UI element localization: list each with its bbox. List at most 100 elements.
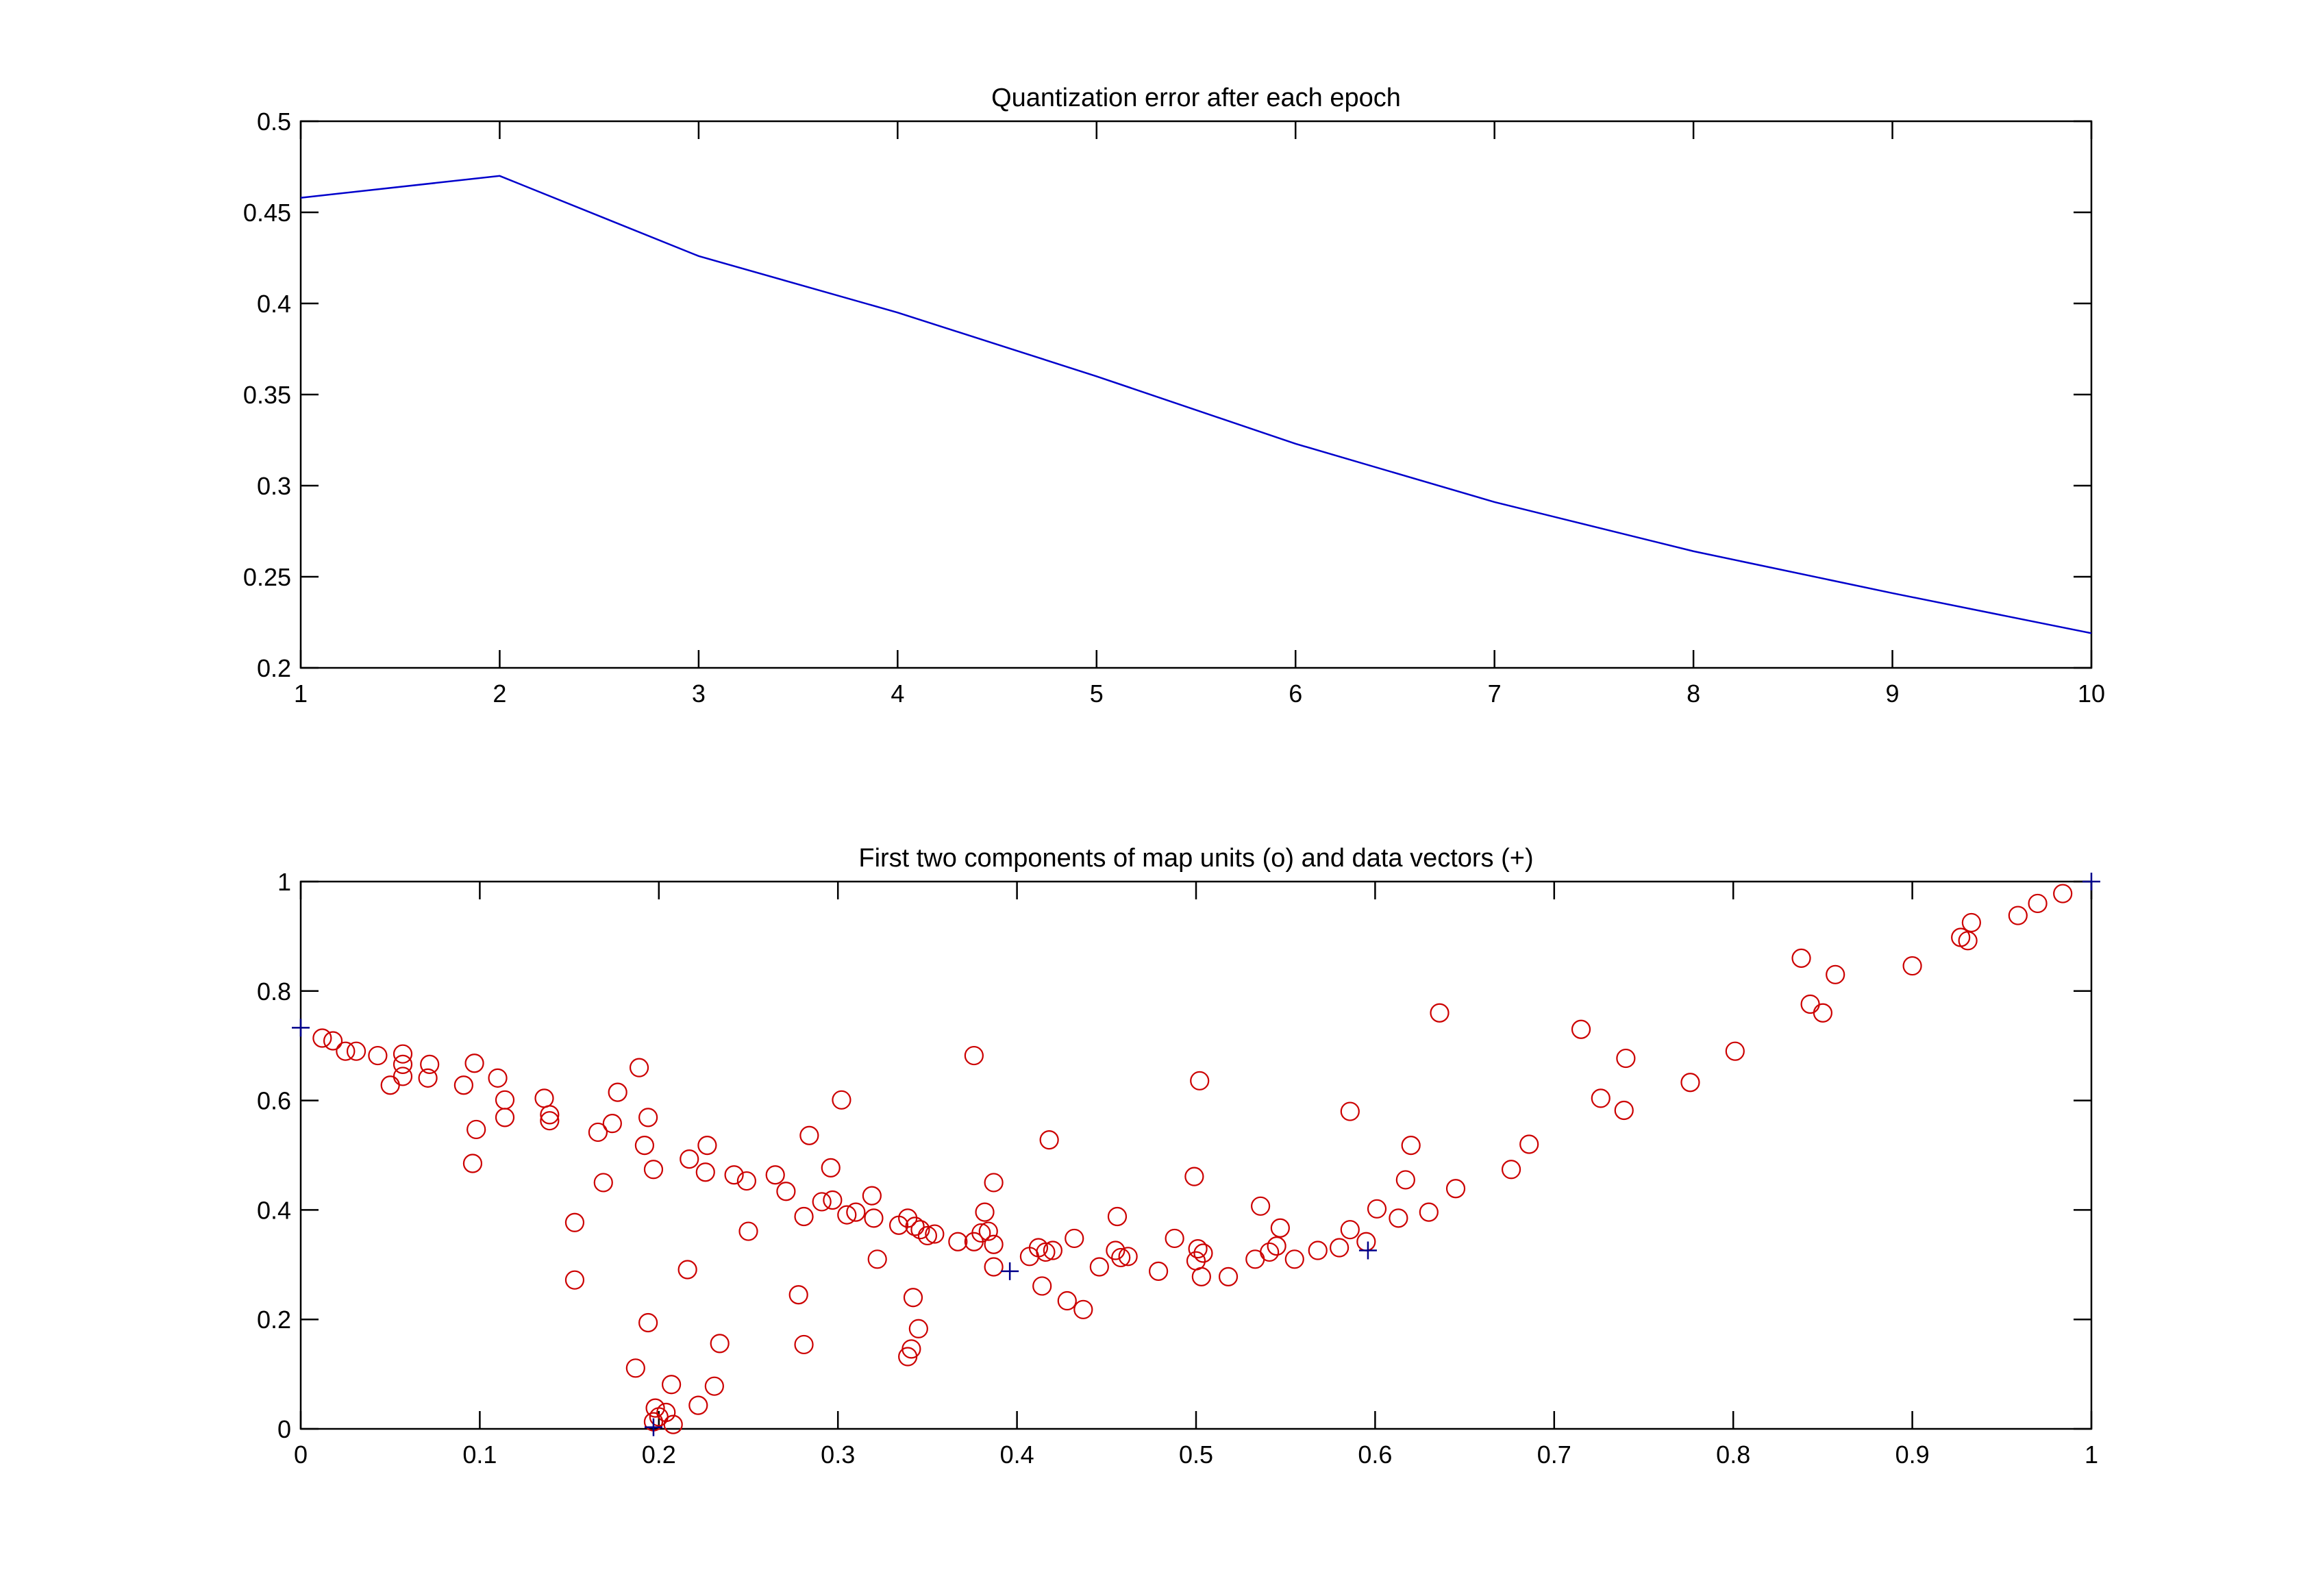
map-unit-marker <box>1430 1003 1450 1023</box>
map-unit-marker <box>393 1044 413 1064</box>
map-unit-marker <box>1251 1196 1271 1216</box>
map-unit-marker <box>368 1045 388 1066</box>
map-unit-marker <box>336 1041 356 1061</box>
map-unit-marker <box>564 1270 585 1290</box>
data-vector-marker <box>2082 873 2100 890</box>
data-vector-marker <box>644 1418 662 1436</box>
map-unit-marker <box>645 1398 665 1418</box>
map-unit-marker <box>984 1234 1004 1254</box>
map-unit-marker <box>418 1068 438 1088</box>
x-tick-label: 7 <box>1488 679 1502 708</box>
map-unit-marker <box>1571 1019 1591 1039</box>
map-unit-marker <box>1260 1242 1280 1262</box>
map-unit-marker <box>1614 1100 1634 1121</box>
map-unit-marker <box>788 1285 808 1305</box>
map-unit-marker <box>765 1165 785 1185</box>
map-unit-marker <box>312 1028 332 1048</box>
map-unit-marker <box>1445 1179 1466 1199</box>
map-unit-marker <box>1356 1232 1376 1251</box>
map-unit-marker <box>1308 1240 1328 1260</box>
x-tick-label: 5 <box>1090 679 1104 708</box>
y-tick-label: 1 <box>277 868 291 896</box>
x-tick-label: 3 <box>692 679 706 708</box>
map-unit-marker <box>724 1165 744 1185</box>
map-unit-marker <box>1073 1299 1093 1319</box>
y-tick-label: 0.3 <box>257 472 291 500</box>
map-unit-marker <box>1401 1136 1421 1156</box>
map-unit-marker <box>680 1149 699 1169</box>
map-unit-marker <box>697 1136 717 1156</box>
map-unit-marker <box>593 1173 613 1193</box>
map-unit-marker <box>1813 1003 1832 1023</box>
x-tick-label: 1 <box>294 679 308 708</box>
plot-title: Quantization error after each epoch <box>991 84 1401 112</box>
map-unit-marker <box>634 1136 654 1156</box>
map-unit-marker <box>495 1108 515 1127</box>
map-unit-marker <box>867 1249 887 1269</box>
y-tick-label: 0.45 <box>243 199 291 227</box>
map-unit-marker <box>975 1202 995 1222</box>
map-unit-marker <box>393 1054 413 1074</box>
map-unit-marker <box>643 1160 664 1180</box>
map-unit-marker <box>1961 912 1981 933</box>
map-unit-marker <box>488 1068 508 1088</box>
map-unit-marker <box>978 1221 998 1241</box>
map-unit-marker <box>534 1088 554 1108</box>
map-unit-marker <box>738 1221 758 1241</box>
map-unit-marker <box>1218 1267 1239 1286</box>
map-unit-marker <box>1036 1242 1056 1262</box>
map-unit-marker <box>1591 1088 1610 1108</box>
map-unit-marker <box>608 1082 627 1102</box>
map-unit-marker <box>1245 1249 1265 1269</box>
map-unit-marker <box>638 1312 658 1333</box>
map-unit-marker <box>910 1220 930 1240</box>
map-unit-marker <box>1902 956 1922 976</box>
map-unit-marker <box>1043 1240 1062 1260</box>
map-unit-marker <box>638 1108 658 1127</box>
x-tick-label: 0.6 <box>1358 1441 1392 1469</box>
map-unit-marker <box>704 1376 724 1396</box>
map-unit-marker <box>1800 994 1820 1014</box>
map-unit-marker <box>1826 964 1845 984</box>
map-unit-marker <box>846 1202 866 1222</box>
x-tick-label: 9 <box>1886 679 1900 708</box>
map-unit-marker <box>898 1347 918 1367</box>
map-unit-marker <box>837 1205 857 1225</box>
map-unit-marker <box>1191 1267 1211 1286</box>
map-unit-marker <box>393 1067 413 1086</box>
map-unit-marker <box>346 1041 366 1061</box>
map-unit-marker <box>2053 884 2073 903</box>
x-tick-label: 0.7 <box>1537 1441 1571 1469</box>
map-unit-marker <box>1330 1238 1349 1258</box>
x-tick-label: 8 <box>1687 679 1700 708</box>
map-unit-marker <box>564 1212 585 1232</box>
map-unit-marker <box>663 1414 683 1434</box>
map-unit-marker <box>629 1058 649 1077</box>
quantization-error-plot: Quantization error after each epoch 1 2 3 4… <box>243 84 2105 708</box>
y-tick-label: 0 <box>277 1415 291 1443</box>
map-unit-marker <box>1616 1048 1636 1069</box>
map-unit-marker <box>862 1186 882 1206</box>
map-unit-marker <box>1032 1276 1052 1296</box>
map-unit-marker <box>794 1206 814 1227</box>
map-unit-marker <box>1107 1206 1128 1227</box>
data-vector-marker <box>292 1019 310 1037</box>
map-unit-marker <box>2028 893 2048 914</box>
y-tick-label: 0.8 <box>257 977 291 1006</box>
x-tick-label: 10 <box>2078 679 2105 708</box>
map-unit-marker <box>462 1154 483 1173</box>
map-unit-marker <box>656 1402 676 1423</box>
map-unit-marker <box>1267 1236 1286 1256</box>
map-unit-marker <box>1958 931 1978 951</box>
x-tick-label: 6 <box>1289 679 1302 708</box>
x-tick-label: 1 <box>2085 1441 2098 1469</box>
map-unit-marker <box>464 1053 484 1073</box>
map-unit-marker <box>1501 1160 1521 1180</box>
map-unit-marker <box>1680 1073 1700 1093</box>
x-tick-label: 0.2 <box>642 1441 676 1469</box>
y-tick-label: 0.5 <box>257 108 291 136</box>
map-unit-marker <box>864 1208 884 1228</box>
map-unit-marker <box>661 1375 682 1395</box>
map-unit-marker <box>588 1122 608 1143</box>
